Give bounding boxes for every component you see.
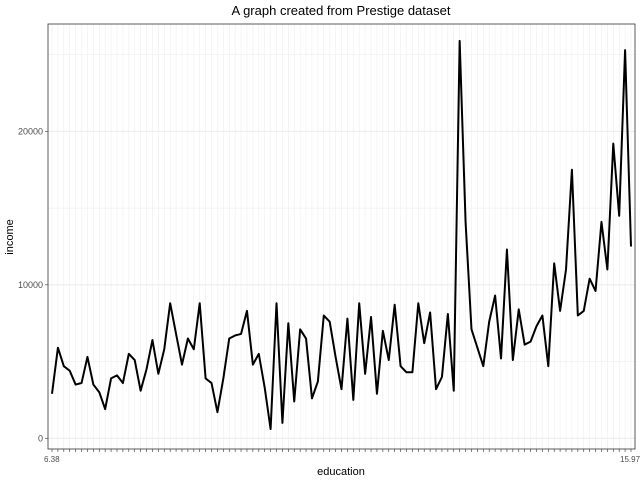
chart-title: A graph created from Prestige dataset xyxy=(232,3,451,18)
x-axis: 6.38 15.97 xyxy=(44,449,640,464)
grid-minor-x xyxy=(51,24,632,449)
series-line xyxy=(51,39,632,431)
x-tick-label-last: 15.97 xyxy=(620,455,640,464)
y-tick-label: 10000 xyxy=(18,280,43,290)
plot-area xyxy=(47,23,636,450)
y-tick-label: 20000 xyxy=(18,126,43,136)
grid-major-y xyxy=(48,54,635,439)
y-tick-label: 0 xyxy=(38,433,43,443)
x-tick-label-first: 6.38 xyxy=(44,455,60,464)
x-axis-label: education xyxy=(317,466,365,478)
y-axis-label: income xyxy=(4,219,16,254)
y-axis: 0 10000 20000 xyxy=(18,126,48,443)
